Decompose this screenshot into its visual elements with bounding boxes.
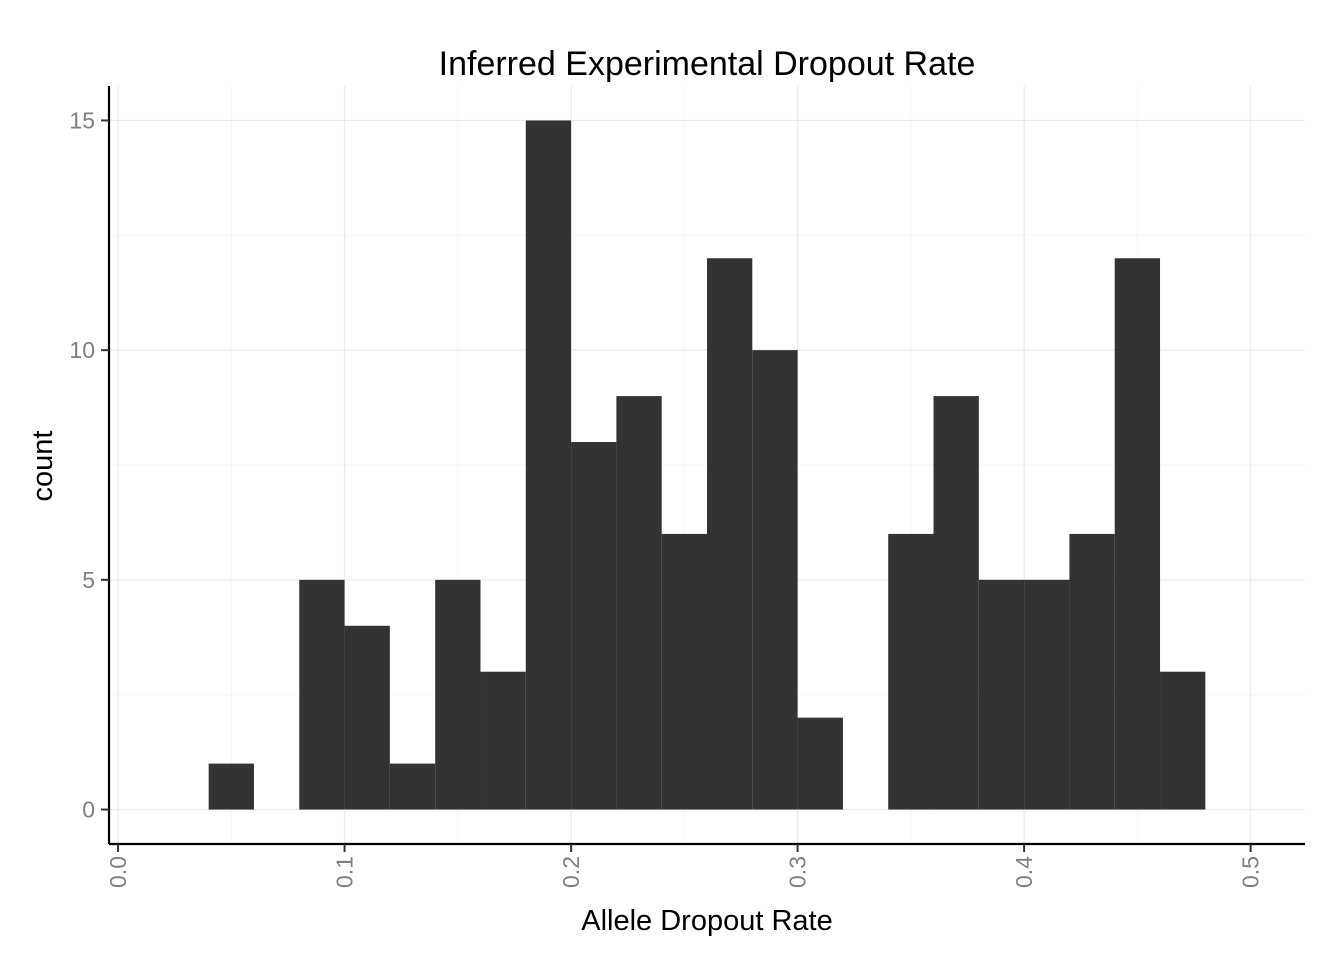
- y-tick-label: 5: [82, 567, 95, 593]
- histogram-bar: [616, 396, 662, 810]
- histogram-bar: [797, 717, 843, 810]
- histogram-bar: [344, 625, 390, 810]
- histogram-bar: [1160, 671, 1206, 810]
- axes: 0.0 0.1 0.2 0.3 0.4 0.5 0 5 10 15: [69, 86, 1305, 888]
- histogram-bar: [707, 258, 753, 810]
- histogram-bar: [480, 671, 526, 810]
- x-tick-label: 0.1: [332, 856, 358, 888]
- x-axis-title: Allele Dropout Rate: [581, 905, 832, 937]
- histogram-bar: [888, 533, 934, 810]
- histogram-bar: [752, 350, 798, 810]
- y-tick-label: 10: [69, 337, 95, 363]
- histogram-bar: [978, 579, 1025, 810]
- histogram-bar: [299, 579, 345, 810]
- x-tick-label: 0.4: [1011, 856, 1037, 888]
- histogram-bar: [389, 763, 436, 810]
- histogram-bar: [571, 442, 617, 810]
- bars: [208, 120, 1206, 810]
- x-tick-label: 0.2: [558, 856, 584, 888]
- histogram-bar: [661, 533, 707, 810]
- histogram-bar: [435, 579, 481, 810]
- histogram-bar: [933, 396, 979, 810]
- x-tick-label: 0.5: [1238, 856, 1264, 888]
- histogram-bar: [1024, 579, 1070, 810]
- x-tick-label: 0.3: [785, 856, 811, 888]
- histogram-bar: [208, 763, 254, 810]
- histogram-bar: [1114, 258, 1161, 810]
- histogram-bar: [1069, 533, 1115, 810]
- y-tick-label: 0: [82, 797, 95, 823]
- y-axis-title: count: [27, 431, 59, 502]
- chart-title: Inferred Experimental Dropout Rate: [439, 45, 976, 83]
- x-tick-label: 0.0: [105, 856, 131, 888]
- histogram-bar: [525, 120, 572, 810]
- y-tick-label: 15: [69, 107, 95, 133]
